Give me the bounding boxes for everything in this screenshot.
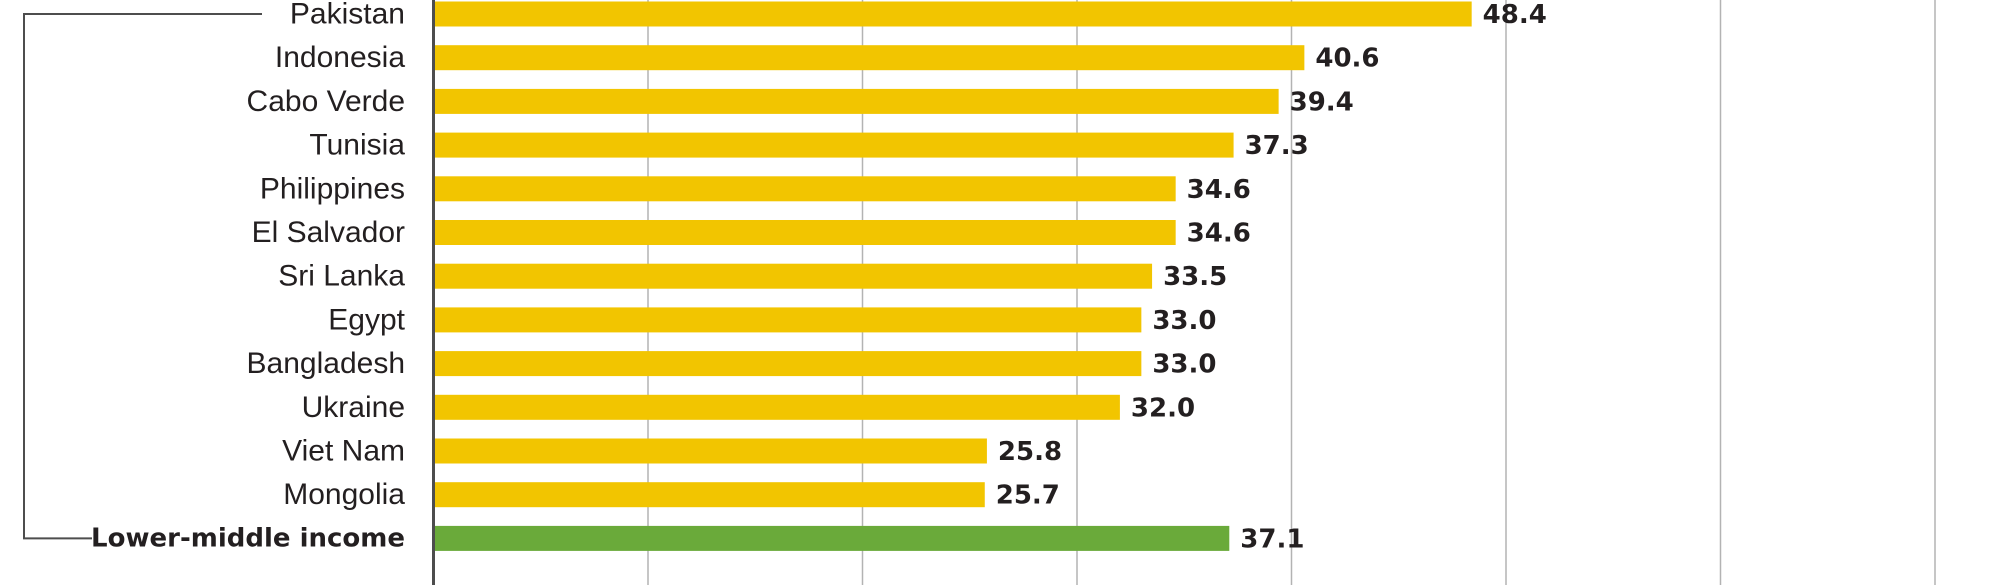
bar-indonesia xyxy=(433,45,1305,71)
category-label-lower-middle-income: Lower-middle income xyxy=(91,523,405,553)
value-labels: 48.4 40.6 39.4 37.3 34.6 34.6 33.5 33.0 33.0 32.0… xyxy=(996,0,1547,554)
bar-cabo-verde xyxy=(433,88,1279,114)
value-label-indonesia: 40.6 xyxy=(1315,44,1379,74)
bar-bangladesh xyxy=(433,351,1142,377)
category-label-pakistan: Pakistan xyxy=(290,0,405,31)
category-label-bangladesh: Bangladesh xyxy=(247,347,405,380)
category-label-el-salvador: El Salvador xyxy=(252,216,405,249)
bar-sri-lanka xyxy=(433,263,1153,289)
value-label-ukraine: 32.0 xyxy=(1131,393,1195,423)
value-label-cabo-verde: 39.4 xyxy=(1290,87,1354,117)
value-label-bangladesh: 33.0 xyxy=(1152,350,1216,380)
bar-viet-nam xyxy=(433,438,987,464)
category-label-egypt: Egypt xyxy=(328,303,405,336)
value-label-pakistan: 48.4 xyxy=(1483,0,1547,30)
category-label-indonesia: Indonesia xyxy=(275,41,405,74)
value-label-viet-nam: 25.8 xyxy=(998,437,1062,467)
value-label-philippines: 34.6 xyxy=(1187,175,1251,205)
value-label-tunisia: 37.3 xyxy=(1245,131,1309,161)
value-label-el-salvador: 34.6 xyxy=(1187,219,1251,249)
bracket-line xyxy=(23,13,262,540)
bar-lower-middle-income xyxy=(433,525,1230,551)
bar-el-salvador xyxy=(433,220,1176,245)
bars xyxy=(433,1,1472,551)
bar-philippines xyxy=(433,176,1176,202)
value-label-sri-lanka: 33.5 xyxy=(1163,262,1227,292)
category-label-viet-nam: Viet Nam xyxy=(282,435,405,468)
bar-tunisia xyxy=(433,132,1234,158)
category-label-tunisia: Tunisia xyxy=(309,129,405,162)
bar-pakistan xyxy=(433,1,1472,27)
bar-mongolia xyxy=(433,482,985,508)
income-group-bracket xyxy=(23,13,262,540)
bar-ukraine xyxy=(433,394,1120,420)
category-label-sri-lanka: Sri Lanka xyxy=(278,260,405,293)
value-label-mongolia: 25.7 xyxy=(996,481,1060,511)
category-label-cabo-verde: Cabo Verde xyxy=(247,85,405,118)
bar-egypt xyxy=(433,307,1142,333)
category-labels: Pakistan Indonesia Cabo Verde Tunisia Philip… xyxy=(91,0,406,553)
category-label-philippines: Philippines xyxy=(260,172,405,205)
value-label-lower-middle-income: 37.1 xyxy=(1240,524,1304,554)
value-label-egypt: 33.0 xyxy=(1152,306,1216,336)
category-label-mongolia: Mongolia xyxy=(283,478,405,511)
category-label-ukraine: Ukraine xyxy=(302,391,405,424)
